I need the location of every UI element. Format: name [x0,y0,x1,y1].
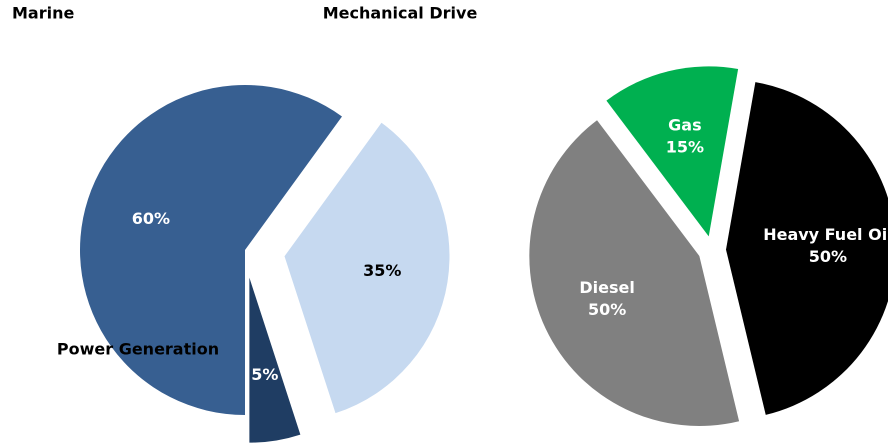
category-label: Power Generation [57,340,219,359]
pie-slice [606,66,739,237]
value-label: 5% [251,365,278,384]
category-label: Diesel [579,278,634,297]
category-label: Heavy Fuel Oil [763,225,888,244]
category-label: Marine [12,4,74,23]
category-label: Mechanical Drive [323,4,478,23]
pie-slice [249,277,301,443]
value-label: 50% [809,247,847,266]
pie-slice [284,122,450,414]
pie-slice [725,82,888,415]
value-label: 60% [132,209,170,228]
value-label: 15% [666,138,704,157]
pie-slice [79,84,342,415]
category-label: Gas [668,116,701,135]
value-label: 35% [363,261,401,280]
pie-slice [529,120,740,426]
value-label: 50% [588,300,626,319]
